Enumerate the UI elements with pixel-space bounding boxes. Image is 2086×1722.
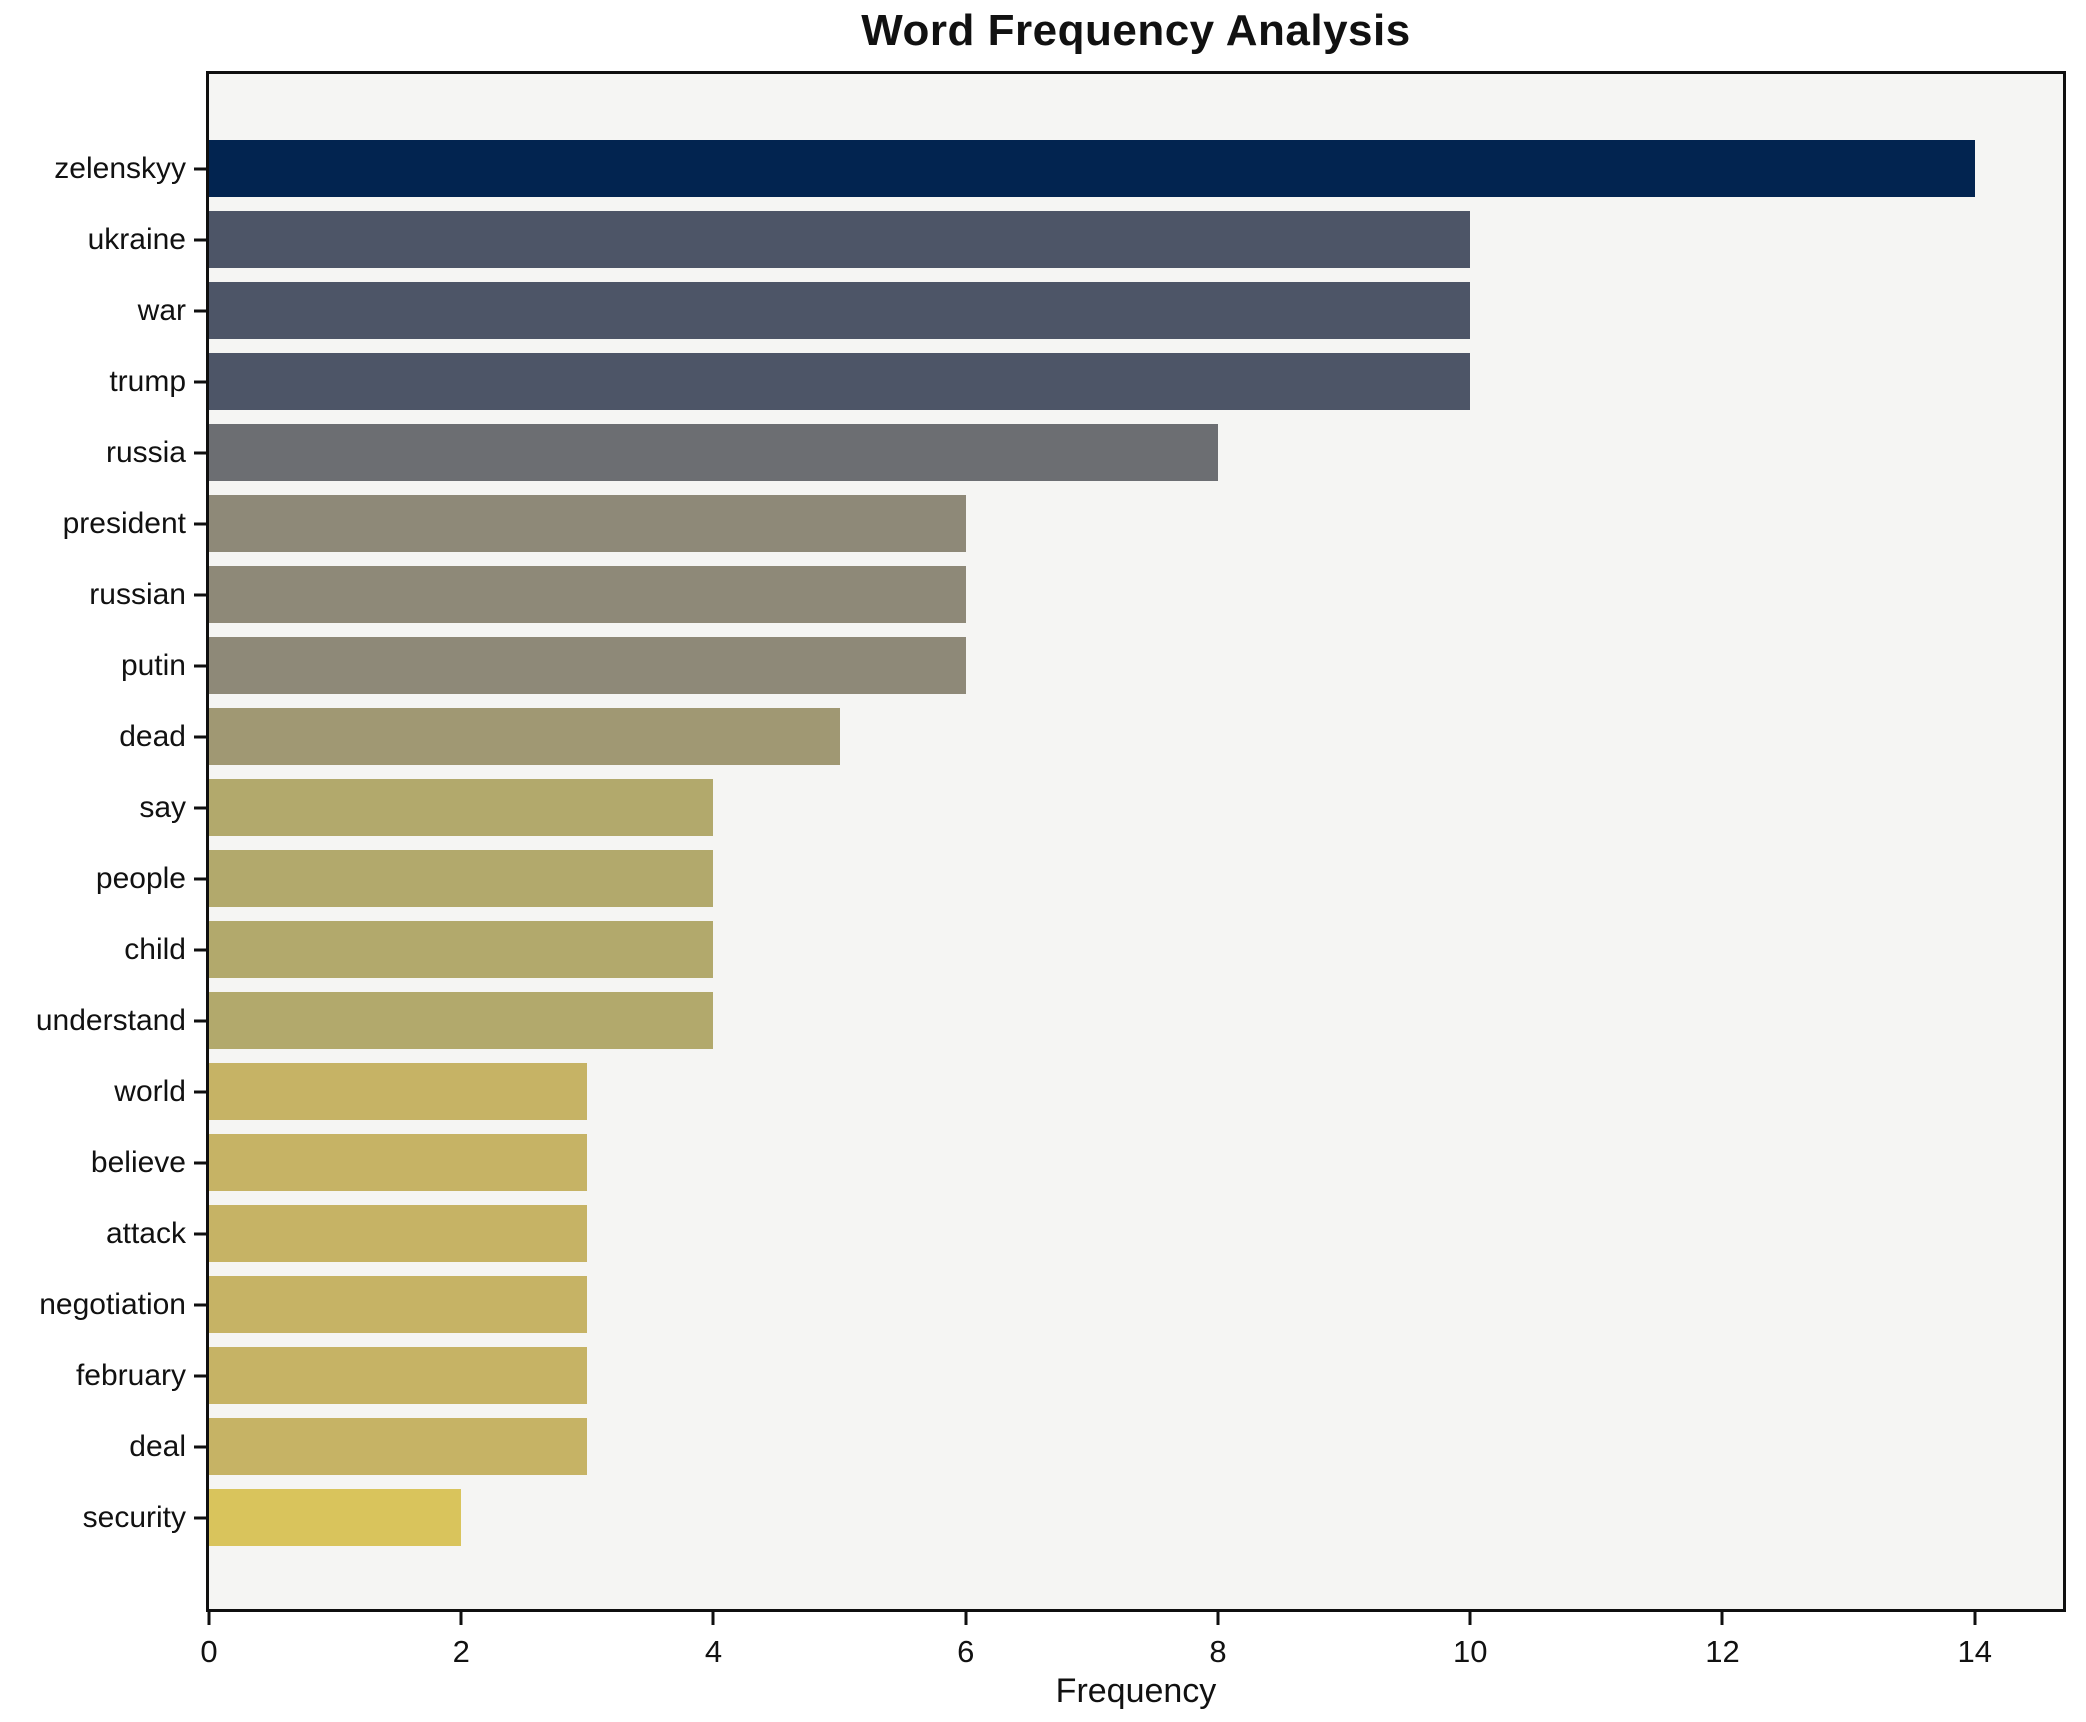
bar-believe	[209, 1134, 588, 1191]
bar-zelenskyy	[209, 140, 1975, 197]
x-tick-mark	[1468, 1612, 1472, 1625]
y-tick-label-putin: putin	[120, 648, 186, 682]
y-tick-mark	[194, 380, 206, 383]
y-tick-label-war: war	[137, 293, 186, 327]
y-tick-label-dead: dead	[119, 719, 186, 753]
y-tick-label-people: people	[95, 861, 186, 895]
y-tick-label-zelenskyy: zelenskyy	[54, 151, 186, 185]
y-tick-mark	[194, 735, 206, 738]
x-tick-label-12: 12	[1705, 1634, 1740, 1669]
y-tick-mark	[194, 1019, 206, 1022]
y-tick-label-believe: believe	[90, 1145, 186, 1179]
y-tick-mark	[194, 238, 206, 241]
bar-war	[209, 282, 1471, 339]
bar-trump	[209, 353, 1471, 410]
x-tick-mark	[1973, 1612, 1977, 1625]
y-tick-label-attack: attack	[105, 1216, 186, 1250]
y-tick-label-russian: russian	[89, 577, 186, 611]
x-axis-title: Frequency	[1055, 1672, 1217, 1710]
y-tick-mark	[194, 522, 206, 525]
y-tick-mark	[194, 1090, 206, 1093]
plot-area	[206, 71, 2066, 1612]
bar-president	[209, 495, 966, 552]
x-tick-mark	[1720, 1612, 1724, 1625]
bar-february	[209, 1347, 588, 1404]
y-tick-label-president: president	[62, 506, 186, 540]
y-tick-label-child: child	[124, 932, 186, 966]
bar-russian	[209, 566, 966, 623]
bar-child	[209, 921, 714, 978]
y-tick-mark	[194, 1161, 206, 1164]
x-tick-label-6: 6	[957, 1634, 975, 1669]
y-tick-label-ukraine: ukraine	[87, 222, 186, 256]
y-tick-label-world: world	[114, 1074, 186, 1108]
x-tick-label-0: 0	[200, 1634, 218, 1669]
bar-deal	[209, 1418, 588, 1475]
bar-people	[209, 850, 714, 907]
x-tick-mark	[1216, 1612, 1220, 1625]
y-tick-mark	[194, 948, 206, 951]
y-tick-label-trump: trump	[109, 364, 186, 398]
bar-world	[209, 1063, 588, 1120]
y-tick-mark	[194, 167, 206, 170]
y-tick-mark	[194, 1303, 206, 1306]
x-tick-label-14: 14	[1957, 1634, 1992, 1669]
bar-russia	[209, 424, 1218, 481]
bar-negotiation	[209, 1276, 588, 1333]
y-tick-label-russia: russia	[105, 435, 186, 469]
y-tick-mark	[194, 1374, 206, 1377]
bar-say	[209, 779, 714, 836]
x-tick-label-2: 2	[452, 1634, 470, 1669]
y-tick-label-negotiation: negotiation	[39, 1287, 186, 1321]
y-tick-mark	[194, 451, 206, 454]
bar-putin	[209, 637, 966, 694]
y-tick-mark	[194, 877, 206, 880]
bar-ukraine	[209, 211, 1471, 268]
bar-attack	[209, 1205, 588, 1262]
x-tick-mark	[964, 1612, 968, 1625]
y-tick-mark	[194, 1232, 206, 1235]
x-tick-mark	[207, 1612, 211, 1625]
chart-title: Word Frequency Analysis	[861, 6, 1411, 55]
bar-dead	[209, 708, 840, 765]
y-tick-label-february: february	[75, 1358, 186, 1392]
x-tick-label-4: 4	[704, 1634, 723, 1669]
x-tick-label-10: 10	[1452, 1634, 1488, 1669]
bar-understand	[209, 992, 714, 1049]
y-tick-label-security: security	[82, 1500, 186, 1534]
y-tick-label-understand: understand	[35, 1003, 186, 1037]
x-tick-mark	[711, 1612, 715, 1625]
x-tick-mark	[459, 1612, 463, 1625]
y-tick-label-say: say	[139, 790, 186, 824]
bar-security	[209, 1489, 462, 1546]
y-tick-mark	[194, 593, 206, 596]
y-tick-mark	[194, 309, 206, 312]
y-tick-mark	[194, 1445, 206, 1448]
x-tick-label-8: 8	[1209, 1634, 1227, 1669]
y-tick-label-deal: deal	[129, 1429, 186, 1463]
y-tick-mark	[194, 806, 206, 809]
y-tick-mark	[194, 664, 206, 667]
y-tick-mark	[194, 1516, 206, 1519]
